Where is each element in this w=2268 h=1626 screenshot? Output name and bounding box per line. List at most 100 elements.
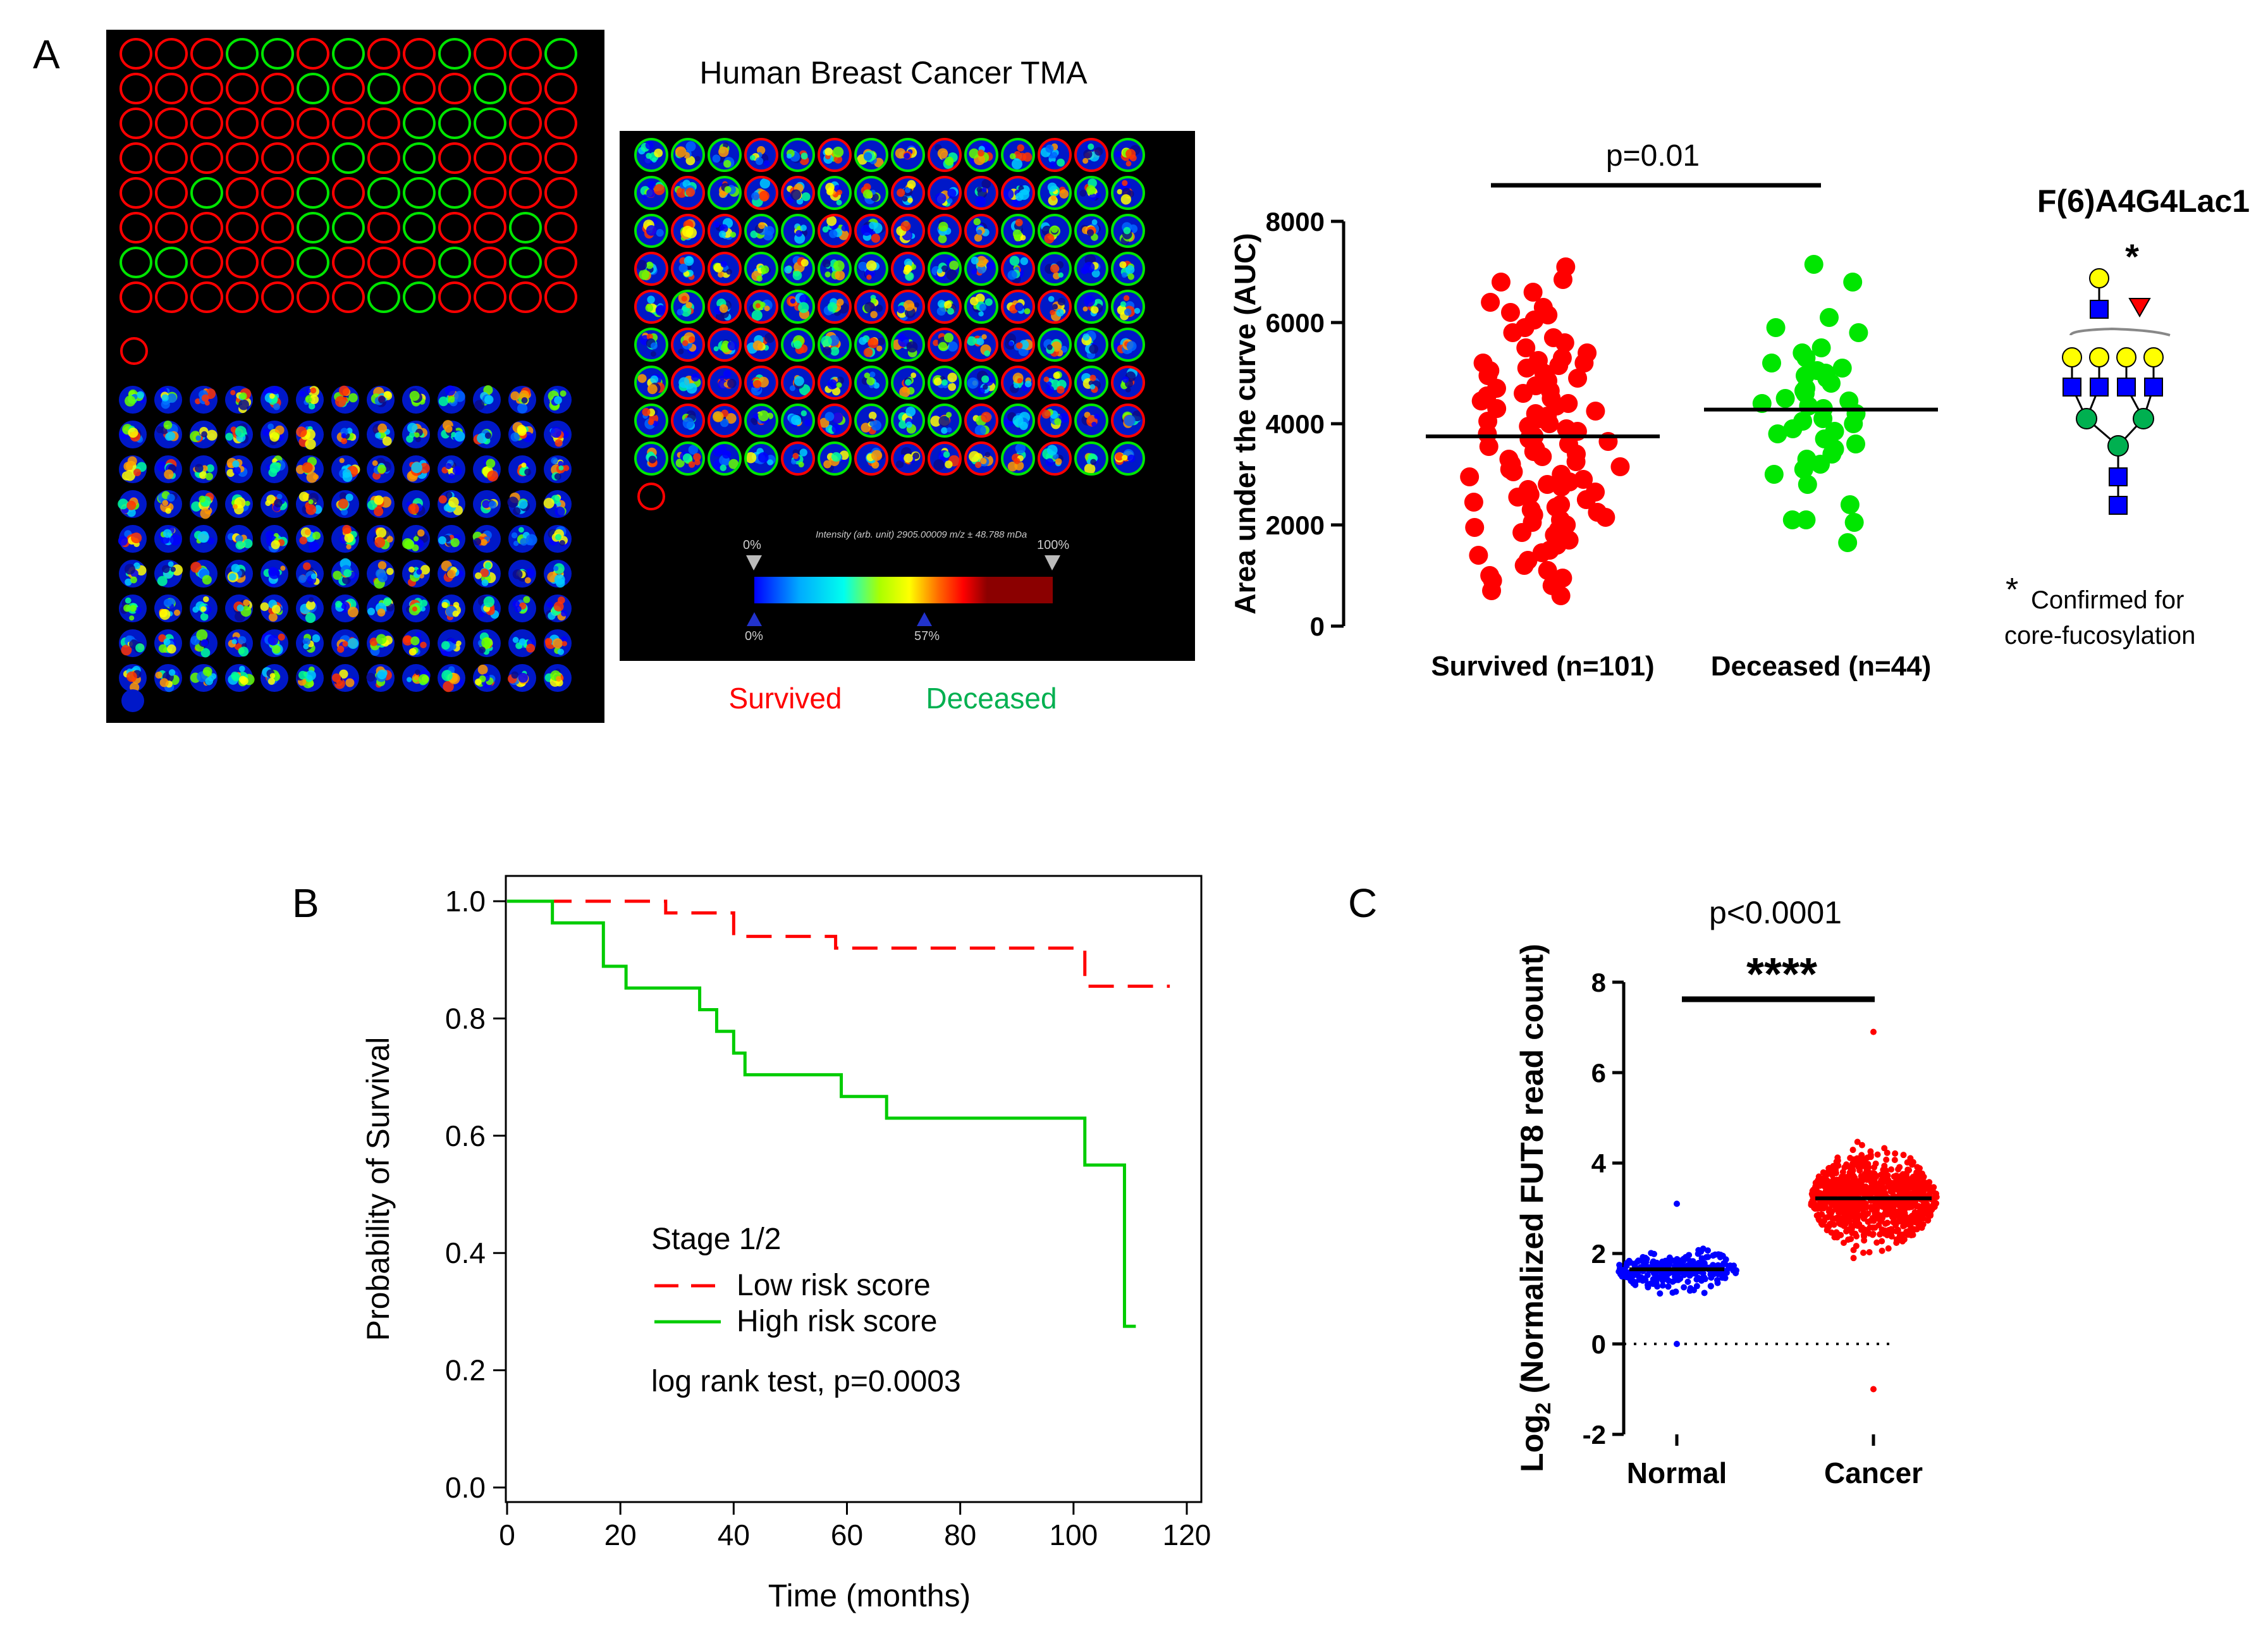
fut8-data-point <box>1707 1271 1714 1278</box>
fut8-data-point <box>1713 1269 1720 1276</box>
auc-data-point <box>1764 465 1784 484</box>
fut8-data-point <box>1865 1167 1872 1174</box>
glycan-name: F(6)A4G4Lac1 <box>2037 183 2250 219</box>
tma-core-outline <box>544 212 577 243</box>
fut8-data-point <box>1884 1149 1891 1156</box>
fut8-data-point <box>1850 1255 1857 1262</box>
panel-c-label: C <box>1348 880 1377 926</box>
glycan-note-line2: core-fucosylation <box>2004 622 2195 650</box>
fut8-data-point <box>1659 1258 1666 1265</box>
tma-core-outline <box>261 177 294 209</box>
auc-data-point <box>1516 338 1536 357</box>
tma-core-outline <box>261 73 294 104</box>
fut8-data-point <box>1674 1341 1680 1347</box>
tma-core-outline <box>438 38 471 70</box>
tma-core-outline <box>297 73 329 104</box>
auc-data-point <box>1796 348 1816 367</box>
fut8-data-point <box>1880 1176 1887 1183</box>
fut8-data-point <box>1701 1290 1708 1296</box>
tma-core-outline <box>403 212 436 243</box>
tma-core-outline <box>261 281 294 313</box>
auc-data-point <box>1783 419 1803 438</box>
fut8-data-point <box>1872 1224 1879 1231</box>
tma-core-outline <box>367 73 400 104</box>
tma-core-outline <box>297 142 329 174</box>
tma-core-outline <box>509 73 542 104</box>
fut8-data-point <box>1623 1262 1630 1269</box>
km-y-tick-label: 0.2 <box>445 1354 486 1387</box>
auc-data-point <box>1471 391 1491 410</box>
auc-data-point <box>1538 561 1557 580</box>
fut8-data-point <box>1908 1191 1915 1198</box>
tma-core-outline <box>226 247 259 278</box>
fut8-data-point <box>1627 1274 1634 1281</box>
fut8-data-point <box>1900 1180 1907 1187</box>
tma-core-outline <box>261 247 294 278</box>
tma-core-outline <box>120 73 152 104</box>
auc-data-point <box>1508 488 1528 507</box>
fut8-data-point <box>1693 1283 1700 1290</box>
fut8-data-point <box>1719 1252 1726 1259</box>
fut8-data-point <box>1835 1162 1842 1169</box>
tma-core-outline <box>226 38 259 70</box>
fut8-data-point <box>1657 1290 1664 1297</box>
fut8-data-point <box>1920 1183 1927 1190</box>
auc-data-point <box>1514 556 1534 575</box>
fut8-data-point <box>1680 1255 1687 1262</box>
auc-data-point <box>1514 384 1533 403</box>
fut8-data-point <box>1681 1284 1688 1291</box>
tma-core-outline <box>155 247 188 278</box>
fut8-data-point <box>1820 1218 1827 1225</box>
auc-data-point <box>1517 359 1536 378</box>
fut8-data-point <box>1907 1215 1914 1222</box>
colorbar-top-right: 100% <box>1037 538 1069 552</box>
fut8-data-point <box>1892 1150 1899 1157</box>
tma-core-outline <box>544 73 577 104</box>
fut8-data-point <box>1925 1217 1932 1224</box>
fut8-data-point <box>1707 1283 1714 1290</box>
fut8-data-point <box>1830 1221 1837 1228</box>
auc-data-point <box>1500 303 1520 322</box>
fut8-data-point <box>1874 1151 1881 1158</box>
auc-data-point <box>1504 462 1523 481</box>
km-x-tick-label: 120 <box>1163 1518 1211 1551</box>
km-x-tick-label: 0 <box>499 1518 515 1551</box>
auc-data-point <box>1794 460 1813 479</box>
fut8-data-point <box>1900 1152 1907 1159</box>
fut8-data-point <box>1931 1202 1938 1209</box>
fut8-data-point <box>1850 1205 1857 1212</box>
colorbar-top-right-marker <box>1045 555 1060 570</box>
km-x-axis-label: Time (months) <box>768 1578 971 1613</box>
tma-core-outline <box>544 108 577 139</box>
fut8-data-point <box>1881 1162 1888 1169</box>
tma-core-outline <box>509 108 542 139</box>
tma-core-outline <box>190 73 223 104</box>
intensity-colorbar: Intensity (arb. unit) 2905.00009 m/z ± 4… <box>743 529 1069 643</box>
auc-data-point <box>1555 333 1574 352</box>
fut8-data-point <box>1891 1157 1898 1164</box>
fut8-data-point <box>1913 1211 1920 1218</box>
fut8-data-point <box>1858 1205 1865 1212</box>
fut8-data-point <box>1836 1185 1842 1192</box>
tma-core-outline <box>438 281 471 313</box>
tma-core-outline <box>544 38 577 70</box>
fut8-data-point <box>1842 1163 1849 1170</box>
auc-data-point <box>1840 495 1860 514</box>
tma-core-outline <box>261 142 294 174</box>
fut8-data-point <box>1831 1234 1838 1241</box>
fut8-data-point <box>1913 1226 1920 1233</box>
colorbar-bottom-mid: 57% <box>914 629 940 643</box>
auc-data-point <box>1766 318 1786 337</box>
auc-data-point <box>1532 543 1552 562</box>
fut8-data-point <box>1837 1231 1844 1238</box>
tma-core-outline <box>226 177 259 209</box>
fut8-data-point <box>1899 1238 1906 1245</box>
fut8-data-point <box>1903 1199 1909 1206</box>
fut8-data-point <box>1650 1250 1657 1257</box>
glycan-glcnac-top <box>2090 300 2109 319</box>
fut8-data-point <box>1841 1240 1848 1247</box>
tma-core-outline <box>438 108 471 139</box>
fut8-data-point <box>1859 1212 1866 1219</box>
fut8-data-point <box>1871 1215 1878 1222</box>
tma-core-outline <box>332 212 365 243</box>
